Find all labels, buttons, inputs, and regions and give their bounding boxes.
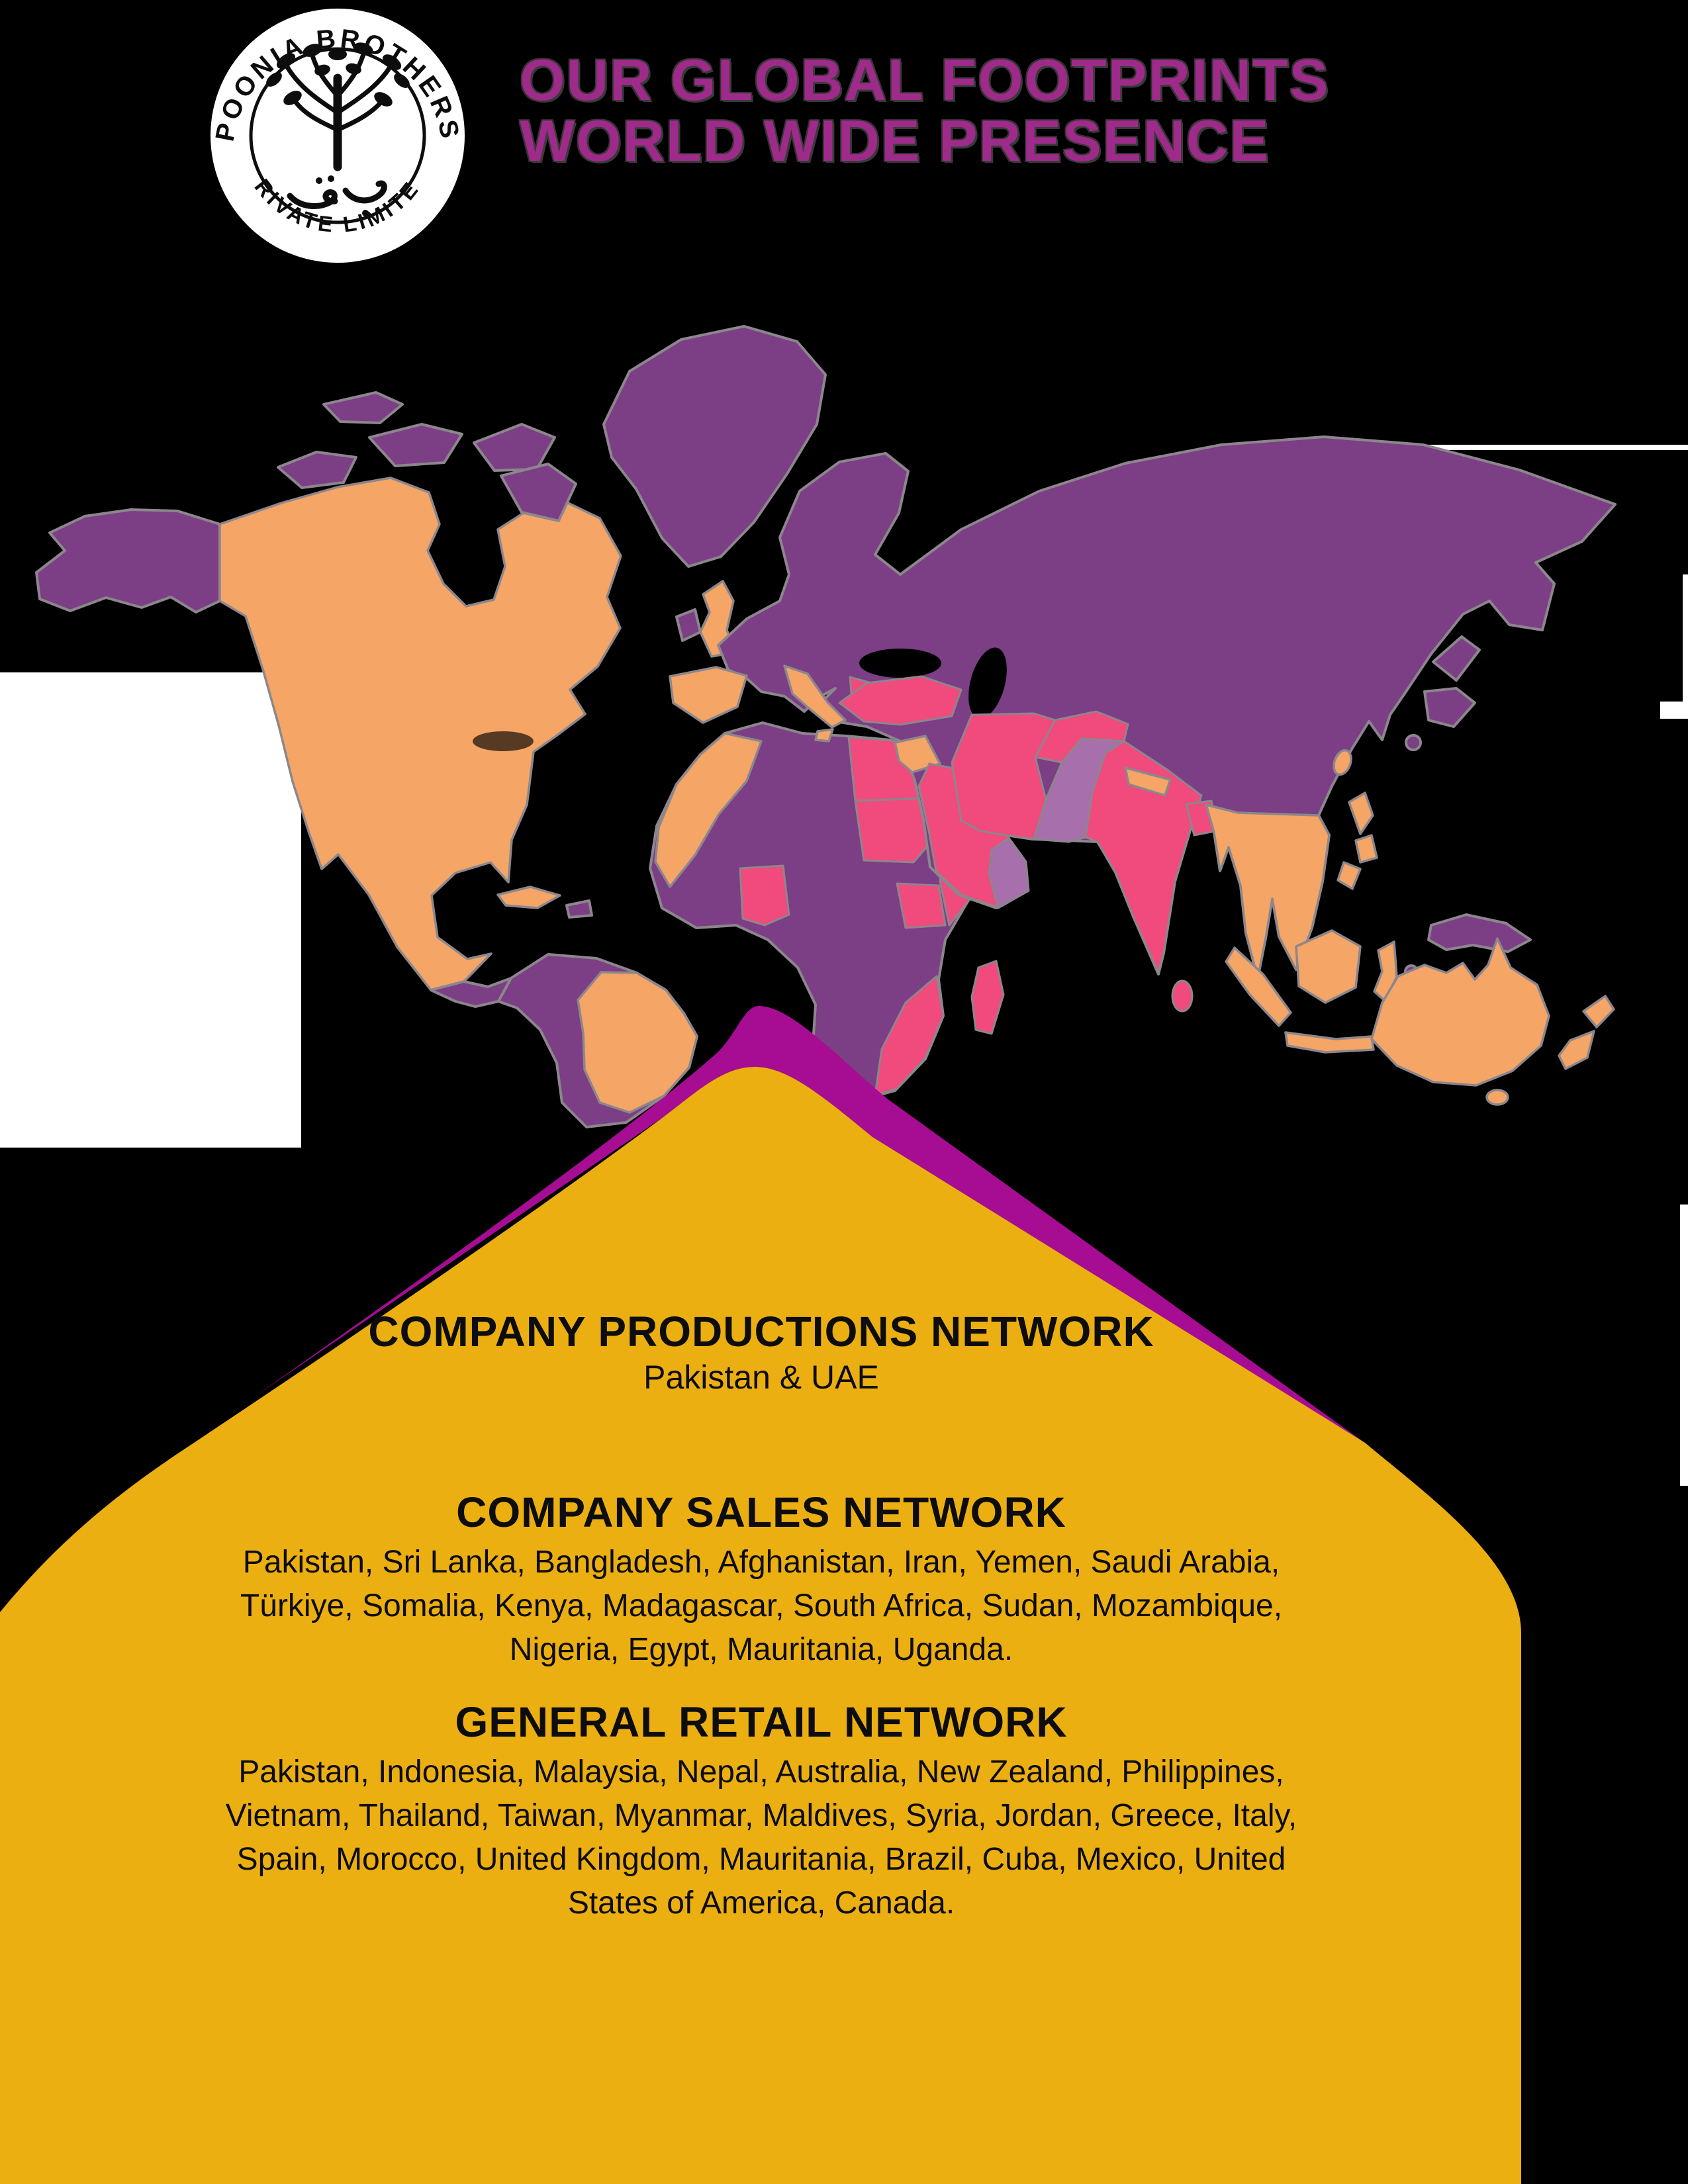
logo-tree-leaves xyxy=(266,42,410,107)
map-india xyxy=(1084,740,1203,974)
map-uae-oman xyxy=(988,837,1030,909)
map-cuba xyxy=(496,886,561,909)
map-arctic-islands xyxy=(277,391,577,522)
map-spain-portugal xyxy=(669,666,748,724)
map-taiwan xyxy=(1333,749,1352,776)
map-great-lakes xyxy=(473,731,534,751)
white-sliver-right-upper xyxy=(1683,574,1688,719)
sales-line: Pakistan, Sri Lanka, Bangladesh, Afghani… xyxy=(242,1545,1280,1580)
map-caspian-sea xyxy=(968,647,1007,719)
golden-panel-shape xyxy=(0,1067,1521,2184)
map-morocco-mauritania xyxy=(654,732,763,888)
map-philippines xyxy=(1336,792,1378,890)
productions-body: Pakistan & UAE xyxy=(643,1359,879,1396)
retail-body: Pakistan, Indonesia, Malaysia, Nepal, Au… xyxy=(0,1751,1523,1925)
page-title-line-1: OUR GLOBAL FOOTPRINTS xyxy=(520,47,1330,113)
map-greenland xyxy=(602,325,827,568)
map-ireland xyxy=(675,608,702,642)
map-kenya-uganda xyxy=(896,882,947,929)
world-map xyxy=(35,325,1617,1128)
white-square-right xyxy=(1660,702,1688,719)
map-madagascar xyxy=(970,960,1005,1035)
map-myanmar-thailand-vietnam-malaysia xyxy=(1205,803,1331,979)
white-block-left xyxy=(0,672,301,1148)
retail-line: States of America, Canada. xyxy=(567,1886,955,1921)
white-sliver-right-lower xyxy=(1680,1205,1688,1486)
sales-line: Nigeria, Egypt, Mauritania, Uganda. xyxy=(509,1632,1013,1667)
retail-line: Pakistan, Indonesia, Malaysia, Nepal, Au… xyxy=(238,1754,1284,1790)
map-italy xyxy=(783,664,847,743)
map-mozambique-south-africa xyxy=(874,975,945,1097)
sales-body: Pakistan, Sri Lanka, Bangladesh, Afghani… xyxy=(0,1541,1523,1672)
retail-line: Spain, Morocco, United Kingdom, Mauritan… xyxy=(236,1842,1286,1877)
map-new-guinea xyxy=(1427,913,1532,953)
map-turkey xyxy=(838,675,962,726)
sales-line: Türkiye, Somalia, Kenya, Madagascar, Sou… xyxy=(240,1588,1283,1623)
map-nigeria xyxy=(739,864,790,927)
map-tasmania xyxy=(1485,1089,1509,1106)
map-alaska xyxy=(35,508,221,614)
white-artifact-rects xyxy=(0,445,1688,1486)
white-strip-right-top xyxy=(1421,445,1688,450)
map-japan xyxy=(1405,635,1481,751)
retail-heading: GENERAL RETAIL NETWORK xyxy=(455,1698,1068,1746)
logo-tree-icon xyxy=(283,52,393,171)
map-hispaniola xyxy=(565,899,593,919)
page-title: OUR GLOBAL FOOTPRINTS WORLD WIDE PRESENC… xyxy=(520,50,1446,171)
map-brazil xyxy=(577,971,698,1114)
map-sudan xyxy=(854,797,937,864)
sales-heading: COMPANY SALES NETWORK xyxy=(456,1488,1066,1536)
map-nepal xyxy=(1124,766,1172,797)
logo-urdu-script xyxy=(287,175,387,216)
page-title-line-2: WORLD WIDE PRESENCE xyxy=(520,108,1270,173)
retail-line: Vietnam, Thailand, Taiwan, Myanmar, Mald… xyxy=(225,1798,1297,1833)
productions-heading: COMPANY PRODUCTIONS NETWORK xyxy=(368,1308,1154,1355)
map-australia xyxy=(1370,937,1550,1087)
map-black-sea xyxy=(859,649,941,678)
map-new-zealand xyxy=(1558,995,1615,1070)
map-canada-usa-mexico xyxy=(218,477,622,991)
company-logo: POONIA BROTHERS PRIVATE LIMITED xyxy=(205,3,465,263)
map-sri-lanka xyxy=(1171,979,1194,1013)
